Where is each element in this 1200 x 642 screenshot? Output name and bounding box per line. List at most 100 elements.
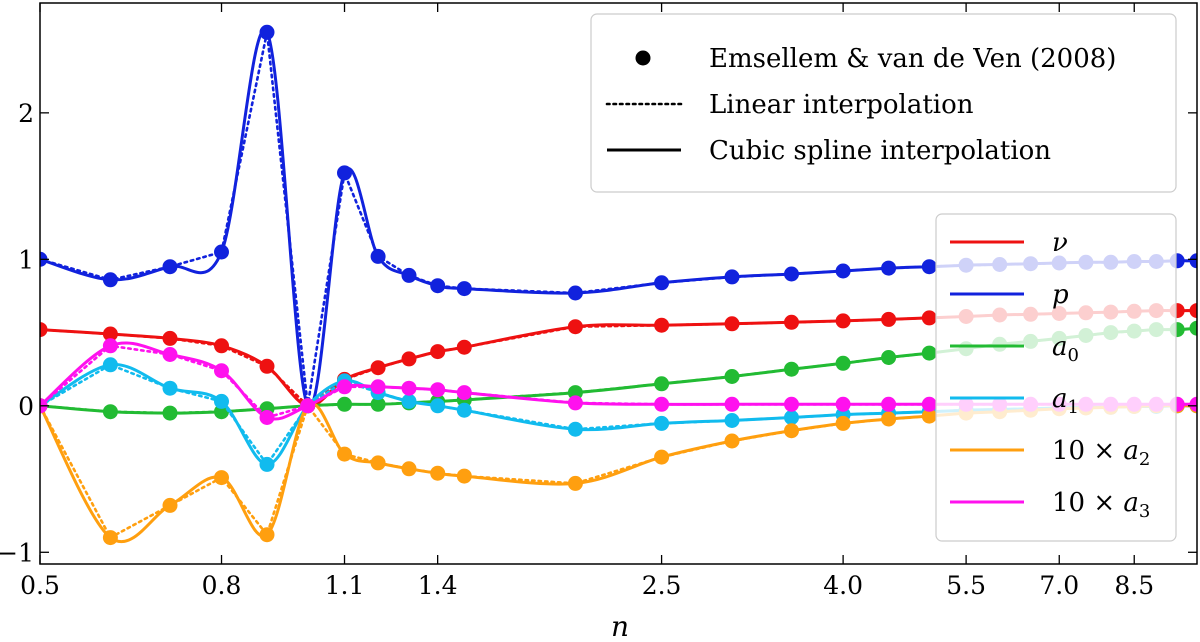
series-5-point-8 (401, 380, 417, 396)
series-1-point-6 (337, 165, 352, 181)
series-4-point-15 (835, 415, 851, 431)
series-1-point-2 (162, 259, 178, 275)
series-3-point-4 (259, 456, 275, 472)
legend-series-label-3: a1 (1052, 384, 1079, 418)
series-3-point-9 (430, 398, 446, 414)
series-1-point-8 (401, 267, 417, 283)
series-3-point-3 (214, 393, 229, 409)
series-5-point-5 (300, 398, 316, 414)
series-2-point-7 (370, 396, 386, 412)
series-1-point-7 (370, 248, 386, 264)
series-4-point-9 (430, 465, 446, 481)
series-1-point-9 (430, 278, 446, 294)
series-4-point-3 (214, 470, 229, 486)
legend-styles-label-1: Linear interpolation (709, 90, 974, 120)
x-tick-label-4: 2.5 (642, 571, 682, 600)
series-2-point-1 (102, 404, 118, 420)
legend-styles-label-0: Emsellem & van de Ven (2008) (709, 44, 1116, 74)
series-4-point-6 (337, 446, 352, 462)
series-1-point-16 (881, 260, 897, 276)
series-1-point-15 (835, 263, 851, 279)
series-1-point-11 (567, 285, 583, 301)
legend-styles-frame (590, 13, 1177, 193)
series-4-point-11 (567, 475, 583, 491)
x-tick-label-2: 1.1 (325, 571, 365, 600)
legend-series-label-1: p (1052, 280, 1069, 310)
series-3-point-12 (654, 415, 670, 431)
series-0-point-2 (162, 330, 178, 346)
series-2-point-27 (1189, 320, 1197, 336)
series-4-point-17 (921, 408, 937, 424)
series-5-point-11 (567, 395, 583, 411)
series-2-point-6 (337, 396, 352, 412)
series-0-point-4 (259, 358, 275, 374)
series-2-point-15 (835, 355, 851, 371)
legend-series-label-0: ν (1052, 228, 1068, 258)
series-4-point-14 (784, 423, 799, 439)
x-tick-label-6: 5.5 (946, 571, 986, 600)
series-0-point-27 (1189, 303, 1197, 319)
series-1-point-12 (654, 275, 670, 291)
series-4-point-4 (259, 527, 275, 543)
series-1-point-1 (102, 272, 118, 288)
x-tick-label-8: 8.5 (1114, 571, 1154, 600)
series-0-point-7 (370, 360, 386, 376)
series-0-point-14 (784, 314, 799, 330)
x-tick-label-5: 4.0 (823, 571, 863, 600)
series-0-point-11 (567, 319, 583, 335)
series-5-point-14 (784, 396, 799, 412)
series-0-point-17 (921, 310, 937, 326)
series-0-point-12 (654, 317, 670, 333)
series-5-point-9 (430, 382, 446, 398)
legend-series-frame (935, 213, 1177, 542)
series-5-point-16 (881, 396, 897, 412)
series-3-point-2 (162, 380, 178, 396)
series-3-point-1 (102, 357, 118, 373)
series-0-point-15 (835, 313, 851, 329)
series-5-point-17 (921, 396, 937, 412)
series-4-point-7 (370, 455, 386, 471)
x-tick-label-1: 0.8 (202, 571, 242, 600)
y-tick-label-2: 1 (18, 245, 34, 274)
series-2-point-14 (784, 361, 799, 377)
series-3-point-8 (401, 393, 417, 409)
series-0-point-16 (881, 311, 897, 327)
series-1-point-4 (259, 24, 275, 40)
series-0-point-1 (102, 326, 118, 342)
x-tick-label-3: 1.4 (418, 571, 458, 600)
series-2-point-12 (654, 376, 670, 392)
series-5-point-6 (337, 379, 352, 395)
series-2-point-2 (162, 405, 178, 421)
series-3-point-11 (567, 421, 583, 437)
series-4-point-16 (881, 411, 897, 427)
x-axis-label: n (611, 610, 629, 642)
series-4-point-8 (401, 461, 417, 477)
series-0-point-9 (430, 344, 446, 360)
legend-series-box: νp a0 a1 10 × a2 10 × a3 (935, 213, 1177, 542)
series-0-point-3 (214, 338, 229, 354)
y-tick-label-0: −1 (0, 538, 34, 567)
series-5-point-27 (1189, 396, 1197, 412)
series-5-point-7 (370, 379, 386, 395)
series-5-point-1 (102, 338, 118, 354)
series-4-point-10 (456, 468, 472, 484)
series-5-point-13 (724, 396, 740, 412)
series-3-point-10 (456, 402, 472, 418)
legend-series-label-2: a0 (1052, 332, 1079, 366)
series-1-point-10 (456, 281, 472, 297)
series-4-point-2 (162, 497, 178, 513)
plot-frame (39, 2, 1198, 565)
series-1-point-3 (214, 244, 229, 260)
series-3-point-14 (784, 410, 799, 425)
legend-styles-box: Emsellem & van de Ven (2008) Linear inter… (590, 13, 1177, 193)
series-2-point-11 (567, 385, 583, 401)
series-1-point-14 (784, 266, 799, 282)
series-4-point-1 (102, 530, 118, 546)
x-tick-label-0: 0.5 (20, 571, 60, 600)
series-0-point-13 (724, 316, 740, 332)
series-1-point-17 (921, 259, 937, 275)
series-4-point-13 (724, 433, 740, 449)
legend-series-label-5: 10 × a3 (1052, 488, 1150, 522)
legend-styles-label-2: Cubic spline interpolation (709, 136, 1051, 166)
